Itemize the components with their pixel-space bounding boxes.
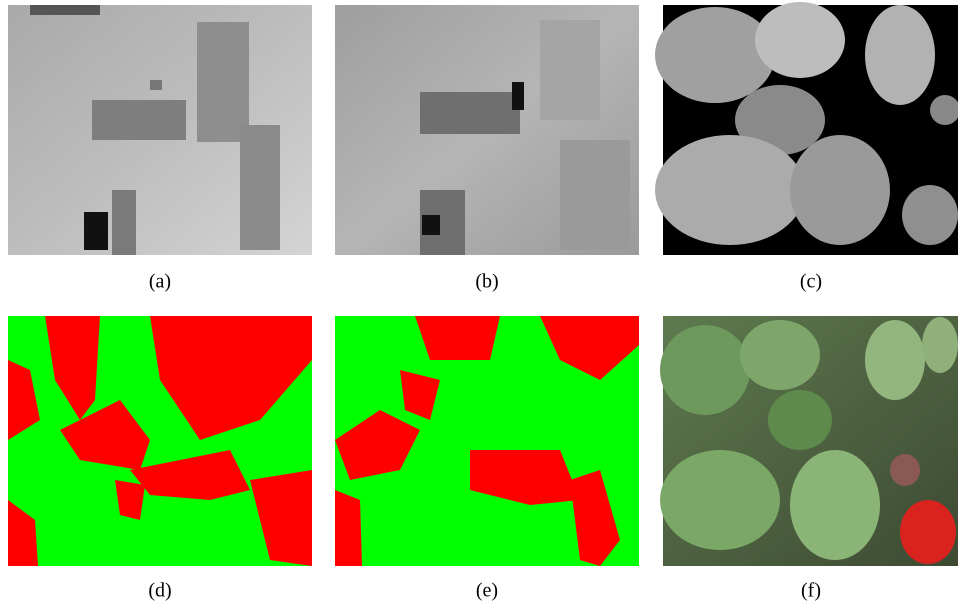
figure: (a) (b) (c) (d) (e) (f) [0, 0, 958, 608]
caption: (e) [476, 580, 498, 602]
panel-b [335, 5, 639, 255]
panel-c [655, 2, 958, 255]
caption: (c) [800, 271, 822, 293]
panel-f [660, 316, 958, 566]
caption: (b) [475, 271, 498, 293]
caption: (a) [149, 271, 171, 293]
panel-d [8, 316, 312, 566]
caption: (f) [801, 580, 821, 602]
panel-e [335, 316, 639, 566]
panel-a [8, 5, 312, 255]
caption: (d) [148, 580, 171, 602]
